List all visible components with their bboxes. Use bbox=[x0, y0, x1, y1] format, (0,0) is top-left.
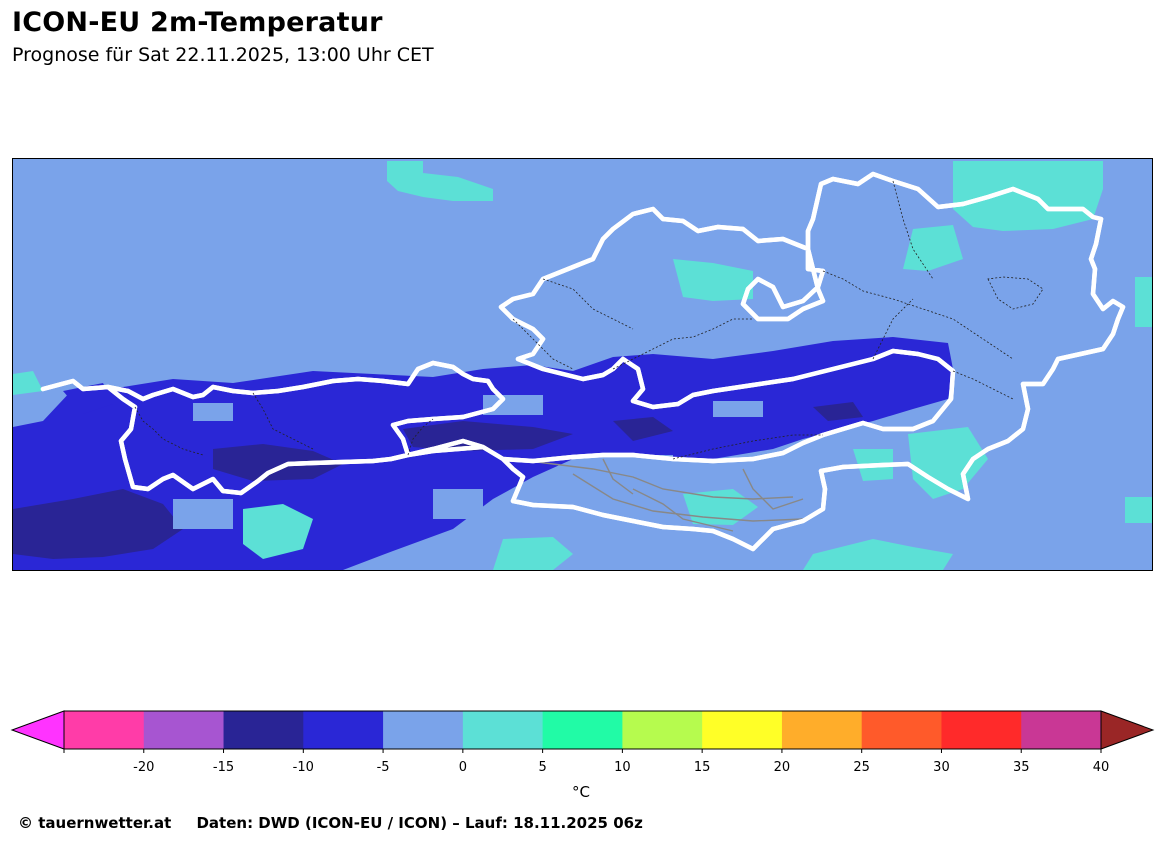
colorbar-unit-label: °C bbox=[572, 783, 590, 801]
colorbar-segment bbox=[223, 711, 304, 749]
colorbar-tick-label: 10 bbox=[614, 760, 631, 775]
copyright-text: © tauernwetter.at bbox=[18, 814, 172, 832]
colorbar-arrow-high bbox=[1100, 710, 1155, 750]
colorbar-segment bbox=[64, 711, 145, 749]
colorbar-segment bbox=[861, 711, 942, 749]
colorbar bbox=[10, 708, 1156, 756]
rivers-lines bbox=[512, 458, 804, 532]
colorbar-segment bbox=[622, 711, 703, 749]
map-canvas bbox=[13, 159, 1152, 570]
colorbar-segment bbox=[303, 711, 384, 749]
footer: © tauernwetter.at Daten: DWD (ICON-EU / … bbox=[18, 814, 643, 832]
colorbar-segment bbox=[143, 711, 225, 749]
colorbar-segment bbox=[542, 711, 623, 749]
temperature-map bbox=[12, 158, 1153, 571]
colorbar-segment bbox=[781, 711, 863, 749]
province-borders bbox=[134, 180, 1044, 460]
map-title: ICON-EU 2m-Temperatur bbox=[12, 7, 383, 38]
colorbar-arrow-low bbox=[10, 710, 65, 750]
colorbar-outline bbox=[63, 710, 1102, 750]
colorbar-canvas bbox=[10, 710, 1155, 753]
colorbar-tick-label: -20 bbox=[133, 760, 155, 775]
colorbar-tick-label: 25 bbox=[853, 760, 870, 775]
colorbar-tick-label: 20 bbox=[773, 760, 791, 775]
colorbar-segment bbox=[462, 711, 544, 749]
colorbar-tick-label: 15 bbox=[693, 760, 711, 775]
colorbar-tick-label: -10 bbox=[292, 760, 314, 775]
data-source-text: Daten: DWD (ICON-EU / ICON) – Lauf: 18.1… bbox=[196, 814, 643, 832]
colorbar-segment bbox=[702, 711, 783, 749]
colorbar-segment bbox=[941, 711, 1022, 749]
colorbar-tick-label: 35 bbox=[1012, 760, 1030, 775]
colorbar-tick-label: 40 bbox=[1092, 760, 1110, 775]
map-subtitle: Prognose für Sat 22.11.2025, 13:00 Uhr C… bbox=[12, 44, 434, 66]
colorbar-tick-label: 5 bbox=[538, 760, 547, 775]
colorbar-tick-label: -5 bbox=[376, 760, 390, 775]
colorbar-segment bbox=[1021, 711, 1102, 749]
colorbar-tick-label: -15 bbox=[212, 760, 235, 775]
country-border-austria bbox=[40, 171, 1126, 552]
colorbar-tick-label: 30 bbox=[933, 760, 950, 775]
colorbar-tick-label: 0 bbox=[458, 760, 467, 775]
colorbar-segment bbox=[383, 711, 464, 749]
